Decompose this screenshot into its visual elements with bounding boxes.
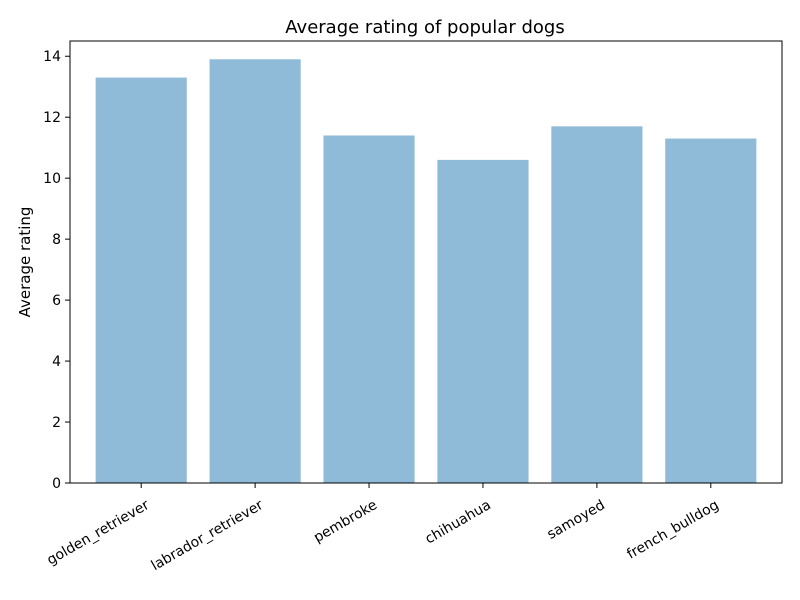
y-tick-label: 2 (52, 415, 61, 431)
y-tick-label: 14 (43, 49, 61, 65)
bars-group (95, 59, 757, 484)
y-tick-label: 10 (43, 171, 61, 187)
x-tick-label: golden_retriever (44, 497, 152, 569)
bar-labrador_retriever (209, 59, 301, 484)
y-axis-ticks: 0 2 4 6 8 10 12 14 (43, 49, 70, 492)
bar-pembroke (323, 135, 415, 483)
x-tick-label: labrador_retriever (149, 497, 267, 574)
x-tick-label: samoyed (544, 497, 607, 543)
bar-golden_retriever (95, 77, 187, 483)
plot-frame (69, 40, 783, 484)
x-tick-label: french_bulldog (624, 497, 721, 563)
y-tick-label: 8 (52, 232, 61, 248)
y-tick-label: 12 (43, 110, 61, 126)
bar-samoyed (551, 126, 643, 484)
x-tick-label: chihuahua (423, 497, 494, 547)
y-tick-label: 4 (52, 354, 61, 370)
y-tick-label: 6 (52, 293, 61, 309)
chart-title: Average rating of popular dogs (285, 17, 564, 38)
y-axis-label: Average rating (16, 207, 34, 318)
y-tick-label: 0 (52, 476, 61, 492)
bar-chihuahua (437, 159, 529, 483)
x-tick-label: pembroke (311, 497, 380, 546)
bar-french_bulldog (665, 138, 757, 483)
